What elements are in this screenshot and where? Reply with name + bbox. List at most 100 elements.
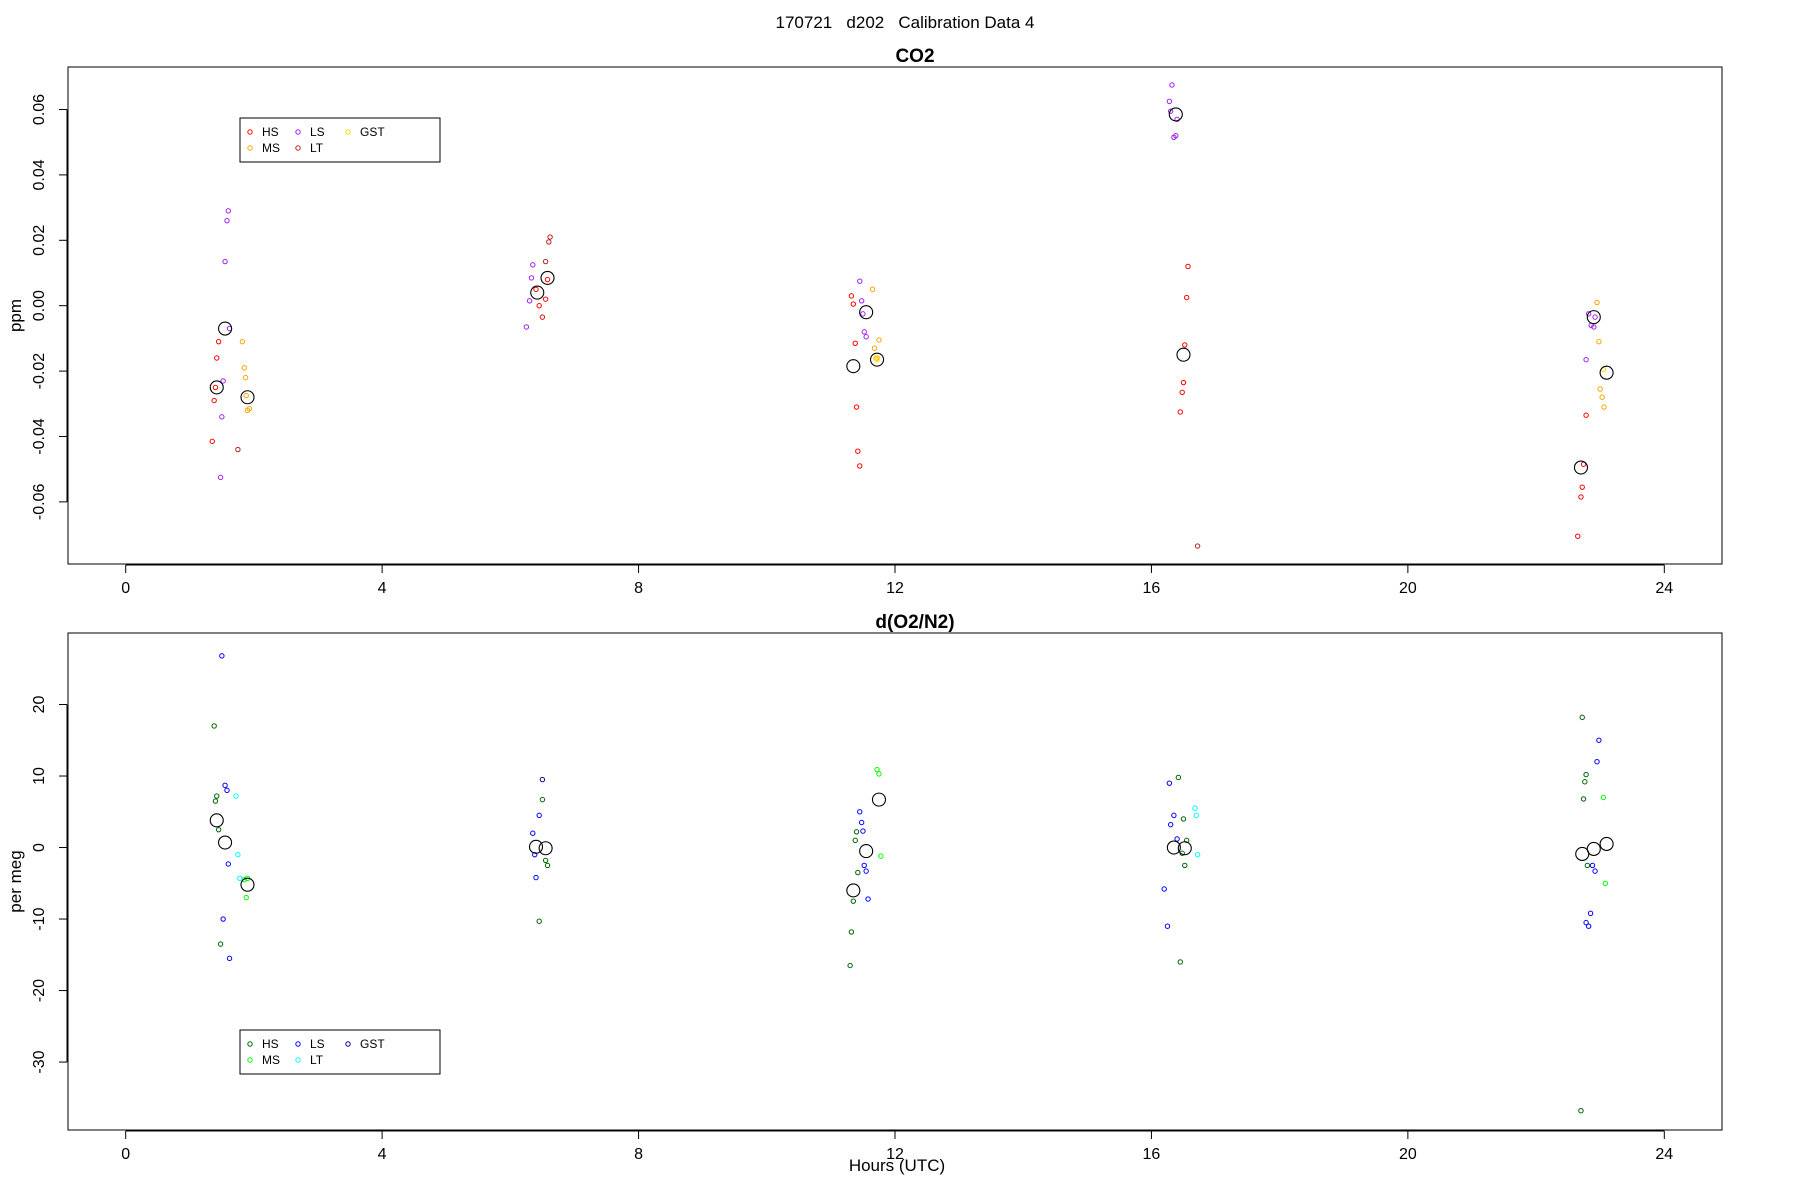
o2n2-data-point [1161,886,1167,892]
co2-data-point [1182,342,1188,348]
co2-y-tick-label: -0.02 [31,353,48,390]
o2n2-data-point [850,898,857,904]
o2n2-data-point [853,829,860,835]
co2-data-point [852,340,858,346]
co2-legend-label: GST [360,125,385,139]
o2n2-y-tick-label: 20 [31,696,48,714]
o2n2-data-point [217,941,224,947]
co2-data-point [1578,494,1584,500]
o2n2-data-point [865,896,871,902]
o2n2-data-point [860,828,866,834]
o2n2-data-point [1602,880,1609,886]
o2n2-data-point [530,830,536,836]
co2-mean-point [240,390,255,405]
co2-data-point [544,276,551,283]
o2n2-data-point [1192,805,1198,811]
o2n2-data-point [1589,862,1596,869]
co2-data-point [1597,386,1603,392]
o2n2-data-point [224,787,230,794]
o2n2-data-point [1583,919,1589,926]
co2-data-point [214,355,220,361]
o2n2-data-point [1579,714,1585,721]
o2n2-data-point [225,861,231,867]
co2-y-tick-label: -0.04 [31,418,48,455]
o2n2-data-point [1193,812,1200,819]
co2-data-point [220,378,226,384]
o2n2-data-point [237,875,243,881]
co2-mean-point [869,352,885,367]
co2-data-point [209,438,215,445]
co2-data-point [530,262,536,268]
co2-y-tick-label: 0.00 [31,290,48,321]
o2n2-legend-marker [295,1041,301,1047]
o2n2-mean-point [528,839,544,854]
co2-data-point [526,298,533,304]
co2-data-point [539,314,546,320]
co2-mean-point [1168,107,1183,122]
co2-data-point [1591,324,1597,330]
co2-mean-point [1176,347,1191,362]
co2-data-point [528,275,535,281]
o2n2-data-point [863,868,869,874]
co2-data-point [863,334,869,340]
co2-data-point [858,298,865,304]
o2n2-legend-marker [247,1041,253,1047]
co2-data-point [212,384,219,391]
o2n2-data-point [1174,836,1180,842]
o2n2-panel: d(O2/N2) 0 4 8 12 16 20 24 Hours (UTC) -30 -20 -10 0… [6,612,1723,1175]
o2n2-data-point [219,653,225,659]
co2-data-point [848,293,855,299]
o2n2-x-tick-label: 0 [121,1146,130,1163]
o2n2-x-tick-label: 24 [1655,1146,1673,1163]
o2n2-data-point [858,819,865,826]
co2-chart-title: CO2 [895,46,934,67]
o2n2-mean-point [1177,841,1192,856]
o2n2-y-tick-label: -10 [31,907,48,930]
o2n2-data-point [876,771,882,777]
o2n2-data-point [1594,759,1600,765]
o2n2-data-point [539,796,546,803]
o2n2-data-point [1596,737,1602,743]
o2n2-data-point [861,862,867,869]
co2-legend-marker [247,129,253,135]
o2n2-x-tick-label: 4 [378,1146,387,1163]
co2-data-point [853,404,860,410]
co2-data-point [1183,294,1190,301]
o2n2-data-point [243,894,249,901]
o2n2-data-point [1182,862,1188,869]
co2-data-point [542,296,549,302]
o2n2-legend-marker [345,1041,351,1047]
co2-data-point [542,258,549,265]
o2n2-data-point [1580,796,1587,802]
co2-data-point [547,234,553,240]
o2n2-data-point [857,809,863,815]
o2n2-data-point [532,851,538,858]
co2-y-tick-label: 0.06 [31,94,48,125]
co2-legend-marker [247,145,253,151]
co2-legend-marker [295,145,301,151]
o2n2-data-point [542,857,549,864]
co2-mean-point [1586,310,1601,325]
co2-data-point [224,217,230,224]
co2-data-point [1596,338,1602,345]
co2-y-tick-label: -0.06 [31,484,48,521]
o2n2-data-point [848,929,855,935]
o2n2-legend-label: MS [262,1053,280,1067]
co2-plot-frame [67,66,1723,565]
co2-x-tick-label: 8 [634,580,643,597]
co2-data-point [1173,132,1179,139]
co2-data-point [1177,409,1183,415]
o2n2-mean-point [1575,846,1590,862]
co2-data-point [241,365,247,371]
o2n2-data-point [1584,862,1591,869]
co2-mean-point [530,285,545,300]
co2-data-point [1167,108,1174,114]
o2n2-legend-marker [295,1057,301,1063]
co2-data-point [1592,314,1598,320]
o2n2-data-point [1164,923,1171,929]
o2n2-chart-title: d(O2/N2) [875,612,954,633]
o2n2-mean-point [1166,840,1181,855]
page-title: 170721 d202 Calibration Data 4 [776,13,1035,32]
